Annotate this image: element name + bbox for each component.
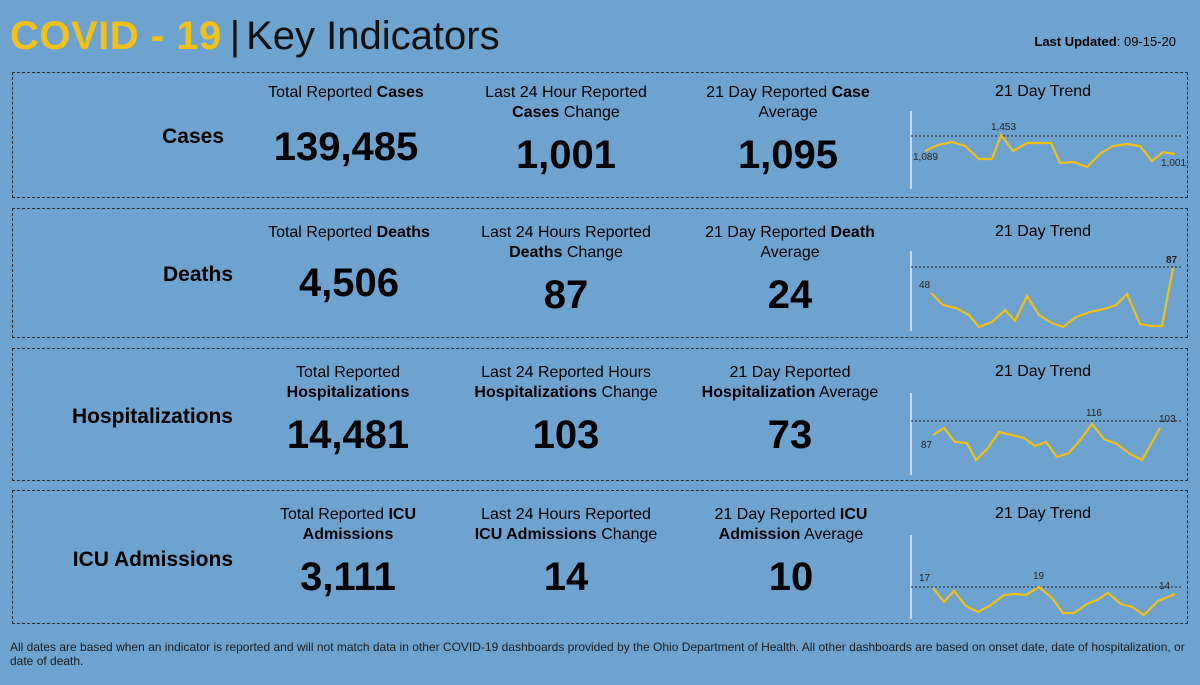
- hospitalizations-panel: Hospitalizations Total Reported Hospital…: [12, 348, 1188, 481]
- title-key-indicators: Key Indicators: [246, 14, 500, 58]
- cases-last24-head-post: Change: [559, 104, 620, 121]
- row-label-icu-admissions: ICU Admissions: [72, 548, 233, 571]
- cases-total-head-bold: Cases: [376, 84, 424, 101]
- cases-last24: Last 24 Hour Reported Cases Change 1,001: [466, 83, 666, 177]
- hospitalizations-last24-head-post: Change: [597, 384, 658, 401]
- hospitalizations-total-value: 14,481: [286, 413, 410, 457]
- cases-avg-value: 1,095: [737, 133, 839, 177]
- deaths-avg-head-pre: 21 Day Reported: [705, 224, 831, 241]
- deaths-avg-value: 24: [767, 273, 813, 317]
- hospitalizations-trend-start-label: 87: [921, 440, 933, 451]
- title-covid: COVID - 19: [10, 14, 222, 58]
- hospitalizations-avg-head-post: Average: [815, 384, 879, 401]
- cases-trend-title: 21 Day Trend: [994, 83, 1092, 100]
- hospitalizations-trend-line: [932, 422, 1161, 462]
- icu-total-head-pre: Total Reported: [279, 506, 389, 523]
- icu-avg-head-post: Average: [800, 526, 864, 543]
- icu-trend-line: [932, 585, 1176, 617]
- icu-last24-value: 14: [543, 555, 589, 599]
- last-updated-label: Last Updated: [1034, 34, 1117, 49]
- icu-avg-value: 10: [768, 555, 814, 599]
- icu-trend-end-label: 14: [1159, 581, 1171, 592]
- hospitalizations-trend-peak-label: 116: [1086, 408, 1102, 419]
- icu-admissions-panel: ICU Admissions Total Reported ICU Admiss…: [12, 490, 1188, 624]
- cases-total-value: 139,485: [273, 125, 419, 169]
- title-separator: |: [229, 14, 241, 58]
- icu-avg: 21 Day Reported ICU Admission Average 10: [703, 505, 879, 599]
- cases-trend-start-label: 1,089: [913, 152, 938, 163]
- deaths-trend-title: 21 Day Trend: [994, 223, 1092, 240]
- icu-trend-start-label: 17: [919, 573, 931, 584]
- deaths-trend-line: [930, 267, 1175, 329]
- hospitalizations-trend-sparkline: 87 116 103: [910, 393, 1181, 475]
- icu-last24-head-post: Change: [596, 526, 658, 543]
- icu-last24: Last 24 Hours Reported ICU Admissions Ch…: [466, 505, 666, 599]
- icu-trend-title: 21 Day Trend: [994, 505, 1092, 522]
- hospitalizations-last24-head-bold: Hospitalizations: [474, 384, 598, 401]
- hospitalizations-trend-title: 21 Day Trend: [994, 363, 1092, 380]
- cases-trend-end-label: 1,001: [1161, 158, 1186, 169]
- hospitalizations-last24-head-pre: Last 24 Reported Hours: [481, 364, 651, 381]
- footer-note: All dates are based when an indicator is…: [10, 640, 1185, 668]
- icu-trend-sparkline: 17 19 14: [910, 535, 1181, 619]
- deaths-last24: Last 24 Hours Reported Deaths Change 87: [466, 223, 666, 317]
- deaths-last24-head-pre: Last 24 Hours Reported: [481, 224, 651, 241]
- deaths-total-value: 4,506: [298, 261, 400, 305]
- hospitalizations-total: Total Reported Hospitalizations 14,481: [268, 363, 428, 457]
- cases-avg-head-pre: 21 Day Reported: [706, 84, 832, 101]
- hospitalizations-avg-head-pre: 21 Day Reported: [729, 364, 851, 381]
- deaths-last24-value: 87: [543, 273, 589, 317]
- icu-total: Total Reported ICU Admissions 3,111: [268, 505, 428, 599]
- deaths-trend-sparkline: 48 87: [910, 251, 1181, 331]
- cases-total: Total Reported Cases 139,485: [253, 83, 439, 169]
- cases-last24-head-pre: Last 24 Hour Reported: [485, 84, 647, 101]
- cases-last24-value: 1,001: [515, 133, 617, 177]
- cases-avg-head-post: Average: [758, 104, 818, 121]
- hospitalizations-last24-value: 103: [532, 413, 600, 457]
- deaths-last24-head-post: Change: [562, 244, 623, 261]
- cases-total-head-pre: Total Reported: [268, 84, 377, 101]
- deaths-last24-head-bold: Deaths: [509, 244, 563, 261]
- last-updated: Last Updated: 09-15-20: [1034, 34, 1176, 49]
- cases-trend-peak-label: 1,453: [991, 122, 1016, 133]
- icu-trend-peak-label: 19: [1033, 571, 1045, 582]
- row-label-hospitalizations: Hospitalizations: [71, 405, 233, 428]
- deaths-panel: Deaths Total Reported Deaths 4,506 Last …: [12, 208, 1188, 338]
- last-updated-value: : 09-15-20: [1116, 34, 1176, 49]
- hospitalizations-avg: 21 Day Reported Hospitalization Average …: [689, 363, 891, 457]
- deaths-avg: 21 Day Reported Death Average 24: [693, 223, 887, 317]
- deaths-trend-peak-label: 87: [1166, 255, 1178, 266]
- cases-panel: Cases Total Reported Cases 139,485 Last …: [12, 72, 1188, 198]
- deaths-total-head-bold: Deaths: [376, 224, 430, 241]
- deaths-avg-head-post: Average: [760, 244, 820, 261]
- icu-avg-head-pre: 21 Day Reported: [714, 506, 840, 523]
- hospitalizations-avg-value: 73: [767, 413, 813, 457]
- icu-last24-head-pre: Last 24 Hours Reported: [481, 506, 651, 523]
- dashboard-header: COVID - 19 | Key Indicators: [10, 14, 500, 64]
- icu-total-value: 3,111: [300, 555, 396, 599]
- deaths-trend-start-label: 48: [919, 280, 931, 291]
- deaths-total: Total Reported Deaths 4,506: [253, 223, 445, 305]
- row-label-cases: Cases: [162, 125, 224, 148]
- row-label-deaths: Deaths: [162, 263, 233, 286]
- cases-last24-head-bold: Cases: [512, 104, 560, 121]
- cases-avg: 21 Day Reported Case Average 1,095: [693, 83, 883, 177]
- hospitalizations-total-head-bold: Hospitalizations: [286, 384, 410, 401]
- cases-avg-head-bold: Case: [831, 84, 870, 101]
- cases-trend-line: [924, 132, 1176, 169]
- hospitalizations-avg-head-bold: Hospitalization: [701, 384, 816, 401]
- deaths-avg-head-bold: Death: [830, 224, 875, 241]
- icu-last24-head-bold: ICU Admissions: [474, 526, 597, 543]
- hospitalizations-trend-end-label: 103: [1159, 414, 1176, 425]
- hospitalizations-last24: Last 24 Reported Hours Hospitalizations …: [466, 363, 666, 457]
- icu-avg-head-bold: ICU Admission: [718, 506, 868, 543]
- deaths-total-head-pre: Total Reported: [268, 224, 377, 241]
- icu-total-head-bold: ICU Admissions: [302, 506, 417, 543]
- hospitalizations-total-head-pre: Total Reported: [295, 364, 401, 381]
- cases-trend-sparkline: 1,089 1,453 1,001: [910, 111, 1186, 189]
